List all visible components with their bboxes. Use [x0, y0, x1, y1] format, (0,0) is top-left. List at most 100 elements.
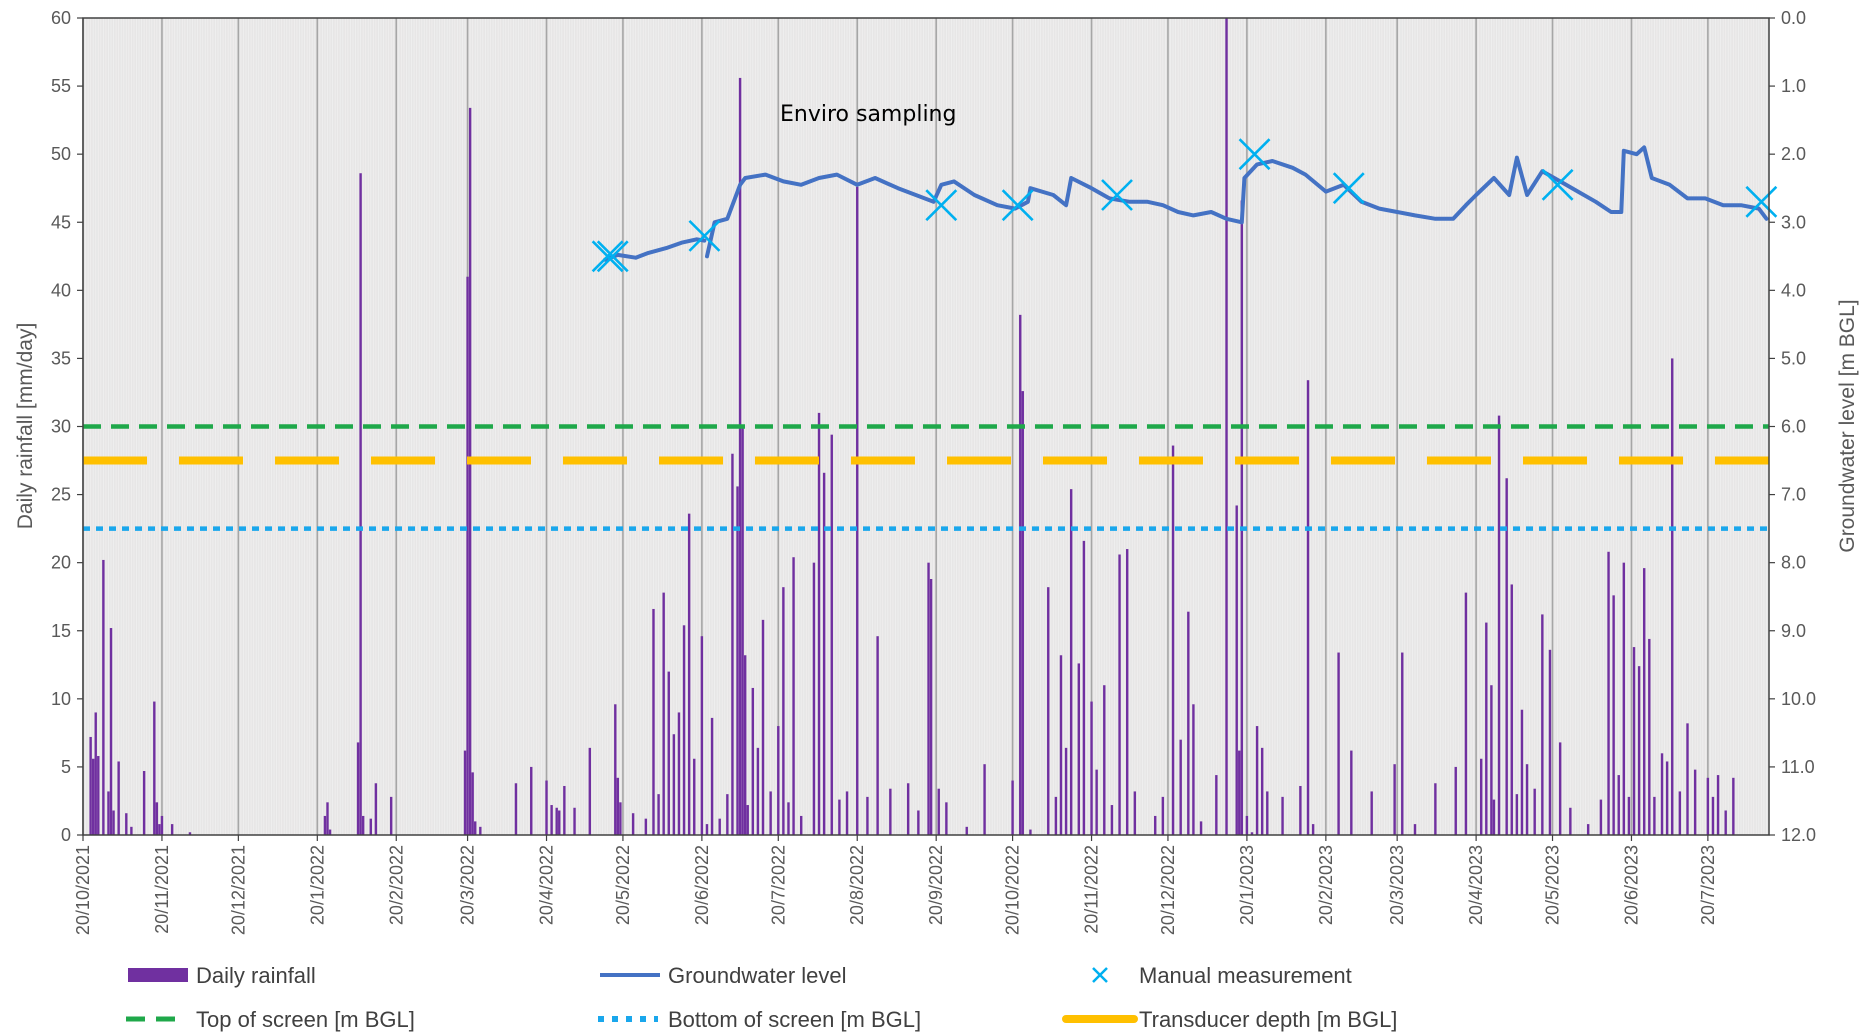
groundwater-level-line	[603, 237, 707, 262]
rainfall-bar	[1678, 791, 1682, 835]
rainfall-bar	[1558, 742, 1562, 835]
x-tick-label: 20/4/2023	[1466, 845, 1486, 925]
y-left-tick-label: 35	[51, 348, 71, 368]
rainfall-bar	[822, 472, 826, 835]
rainfall-bar	[1235, 505, 1238, 835]
y-right-tick-label: 5.0	[1781, 348, 1806, 368]
rainfall-bar	[1299, 785, 1302, 835]
rainfall-bar	[1179, 739, 1182, 835]
rainfall-bar	[1171, 445, 1175, 835]
rainfall-bar	[1110, 805, 1114, 835]
rainfall-bar	[463, 750, 467, 835]
rainfall-bar	[1250, 832, 1254, 835]
rainfall-bar	[1118, 554, 1121, 835]
rainfall-bar	[906, 783, 910, 835]
rainfall-bar	[1711, 796, 1715, 835]
rainfall-bar	[130, 826, 133, 835]
rainfall-bar	[107, 791, 110, 835]
y-left-tick-label: 60	[51, 8, 71, 28]
rainfall-bar	[1029, 829, 1032, 835]
legend-label-groundwater: Groundwater level	[668, 963, 847, 988]
manual-measurement-marker	[688, 219, 721, 252]
rainfall-bar	[474, 821, 477, 835]
rainfall-bar	[782, 587, 785, 835]
rainfall-bar	[170, 824, 174, 835]
rainfall-bar	[1260, 747, 1264, 835]
rainfall-bar	[945, 802, 948, 835]
rainfall-bar	[1401, 652, 1404, 835]
legend-item-top-screen: Top of screen [m BGL]	[126, 1007, 415, 1032]
reference-lines	[83, 424, 1769, 531]
rainfall-bar	[1238, 750, 1241, 835]
rainfall-bar	[466, 276, 469, 835]
legend-swatch-rainfall	[128, 968, 188, 982]
rainfall-bar	[1599, 799, 1603, 835]
rainfall-bar	[374, 783, 378, 835]
rainfall-bar	[550, 805, 553, 835]
legend-label-bottom-screen: Bottom of screen [m BGL]	[668, 1007, 921, 1032]
x-tick-label: 20/6/2023	[1621, 845, 1641, 925]
legend-item-transducer: Transducer depth [m BGL]	[1062, 1007, 1397, 1032]
rainfall-bar	[726, 794, 729, 835]
legend-swatch-manual-cross-icon	[1092, 967, 1108, 983]
y-left-tick-label: 45	[51, 212, 71, 232]
x-tick-label: 20/6/2022	[692, 845, 712, 925]
rainfall-bar	[1350, 750, 1353, 835]
rainfall-bar	[1245, 815, 1249, 835]
manual-measurement-marker	[596, 240, 629, 273]
rainfall-bar	[1413, 824, 1417, 835]
manual-measurement-marker	[1541, 168, 1574, 201]
rainfall-bar	[102, 559, 105, 835]
rainfall-bar	[1281, 796, 1284, 835]
rainfall-bar	[588, 747, 592, 835]
rainfall-bar	[1497, 415, 1501, 835]
rainfall-bar	[1255, 726, 1259, 835]
rainfall-bar	[91, 758, 95, 835]
rainfall-bar	[787, 802, 790, 835]
rainfall-bar	[1660, 753, 1664, 835]
rainfall-bar	[1607, 551, 1610, 835]
rainfall-bar	[1716, 775, 1720, 835]
rainfall-bar	[1054, 796, 1058, 835]
rainfall-bar	[845, 791, 849, 835]
rainfall-bar	[112, 810, 115, 835]
rainfall-bar	[361, 815, 365, 835]
rainfall-bar	[1011, 780, 1014, 835]
rainfall-bar	[153, 701, 156, 835]
y-left-tick-label: 10	[51, 689, 71, 709]
x-tick-label: 20/3/2022	[458, 845, 478, 925]
rainfall-bar	[631, 813, 635, 835]
y-left-tick-label: 25	[51, 485, 71, 505]
rainfall-bar	[1510, 584, 1513, 835]
rainfall-bar	[1548, 649, 1552, 835]
rainfall-bar	[188, 832, 192, 835]
y-right-tick-label: 10.0	[1781, 689, 1816, 709]
y-left-tick-label: 20	[51, 553, 71, 573]
rainfall-bar	[657, 794, 660, 835]
legend-item-groundwater: Groundwater level	[600, 963, 847, 988]
rainfall-bar	[876, 636, 879, 835]
rainfall-bar	[1133, 791, 1137, 835]
rainfall-bar	[1693, 769, 1697, 835]
rainfall-bar	[1434, 783, 1437, 835]
rainfall-bar	[1192, 704, 1195, 835]
rainfall-bar	[160, 815, 164, 835]
rainfall-bar	[142, 771, 146, 835]
rainfall-bar	[769, 791, 772, 835]
y-right-axis-title: Groundwater level [m BGL]	[1836, 299, 1859, 552]
rainfall-bar	[743, 655, 747, 835]
legend-item-rainfall: Daily rainfall	[128, 963, 316, 988]
rainfall-bar	[1090, 701, 1093, 835]
rainfall-bar	[687, 513, 691, 835]
x-tick-label: 20/1/2022	[307, 845, 327, 925]
rainfall-bar	[1059, 655, 1063, 835]
legend: Daily rainfall Groundwater level Manual …	[126, 963, 1397, 1032]
rainfall-bar	[1653, 796, 1656, 835]
rainfall-bar	[619, 802, 622, 835]
rainfall-bar	[1095, 769, 1098, 835]
rainfall-bar	[158, 824, 161, 835]
axes: 0 5 10 15 20 25 30 35 40 45 50 55 60 12.0 11.0 10.0 9.0 8…	[51, 8, 1816, 935]
x-tick-label: 20/3/2023	[1387, 845, 1407, 925]
legend-label-top-screen: Top of screen [m BGL]	[196, 1007, 415, 1032]
rainfall-bar	[856, 186, 859, 835]
